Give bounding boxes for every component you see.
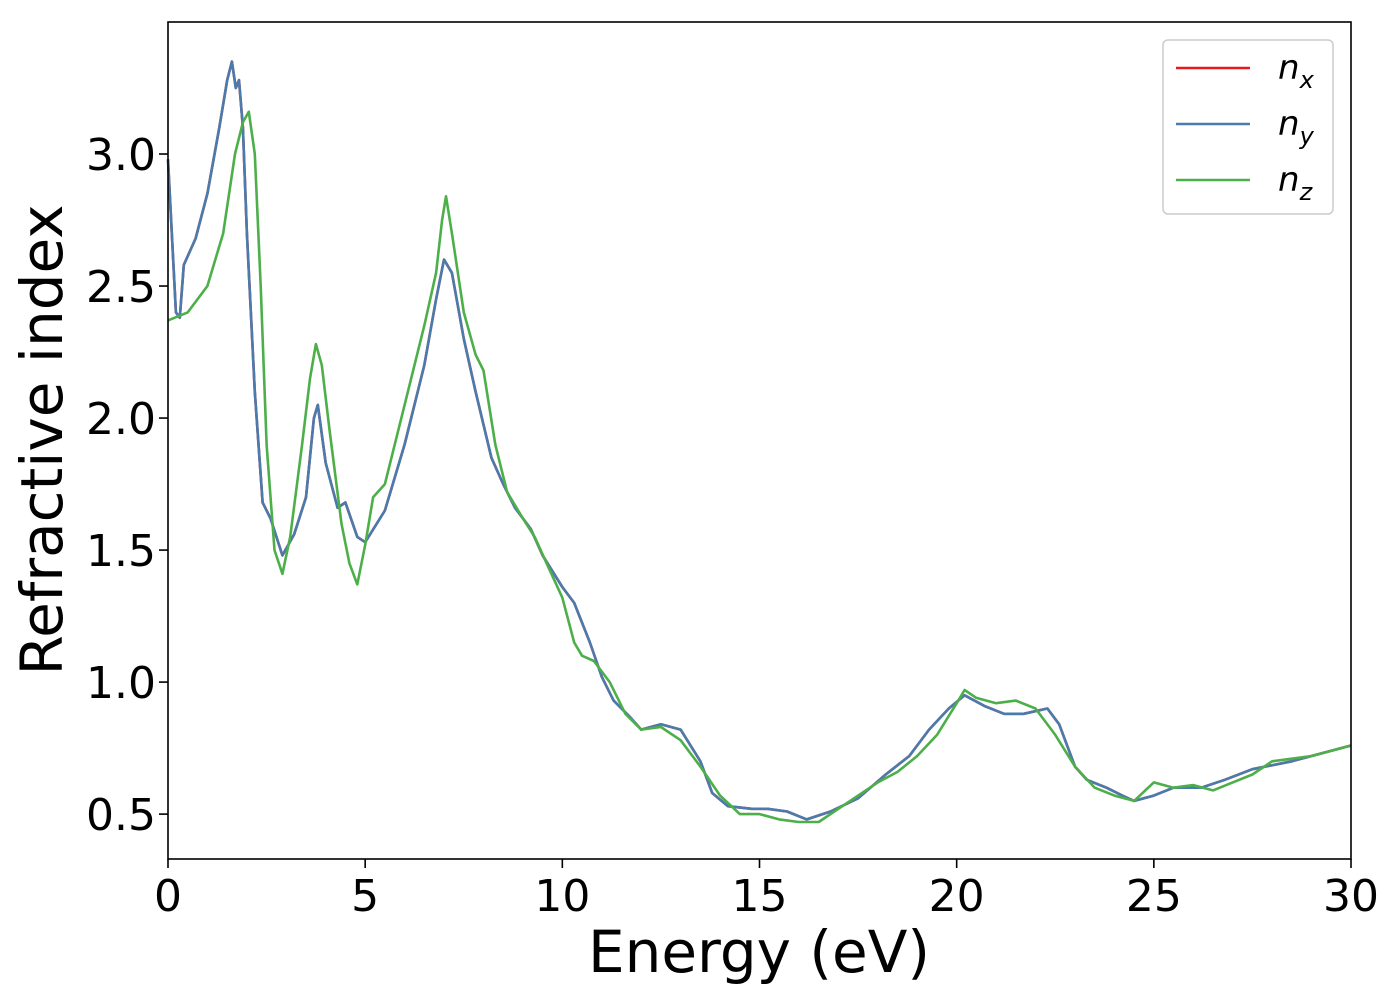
x-tick-label: 0 [154, 871, 182, 922]
x-tick-label: 30 [1323, 871, 1379, 922]
x-tick-label: 5 [351, 871, 379, 922]
x-tick-label: 10 [534, 871, 590, 922]
series-line-z [167, 110, 1352, 824]
series-line-y [166, 60, 1352, 821]
legend-label-x: nx [1278, 48, 1315, 94]
series-layer [166, 60, 1352, 824]
x-tick-label: 20 [929, 871, 985, 922]
x-axis-label: Energy (eV) [588, 918, 930, 986]
legend-label-y: ny [1278, 104, 1315, 150]
y-axis: 0.5 1.0 1.5 2.0 2.5 3.0 [86, 130, 168, 841]
y-tick-label: 3.0 [86, 130, 156, 181]
y-axis-label: Refractive index [8, 204, 76, 675]
x-tick-label: 25 [1126, 871, 1182, 922]
legend-label-z: nz [1278, 160, 1314, 206]
y-tick-label: 2.5 [86, 262, 156, 313]
y-tick-label: 1.0 [86, 658, 156, 709]
legend-box [1162, 39, 1334, 215]
x-tick-label: 15 [732, 871, 788, 922]
y-tick-label: 1.5 [86, 526, 156, 577]
legend: nx ny nz [1162, 39, 1334, 215]
x-axis: 0 5 10 15 20 25 30 [154, 859, 1379, 922]
y-tick-label: 0.5 [86, 790, 156, 841]
y-tick-label: 2.0 [86, 394, 156, 445]
